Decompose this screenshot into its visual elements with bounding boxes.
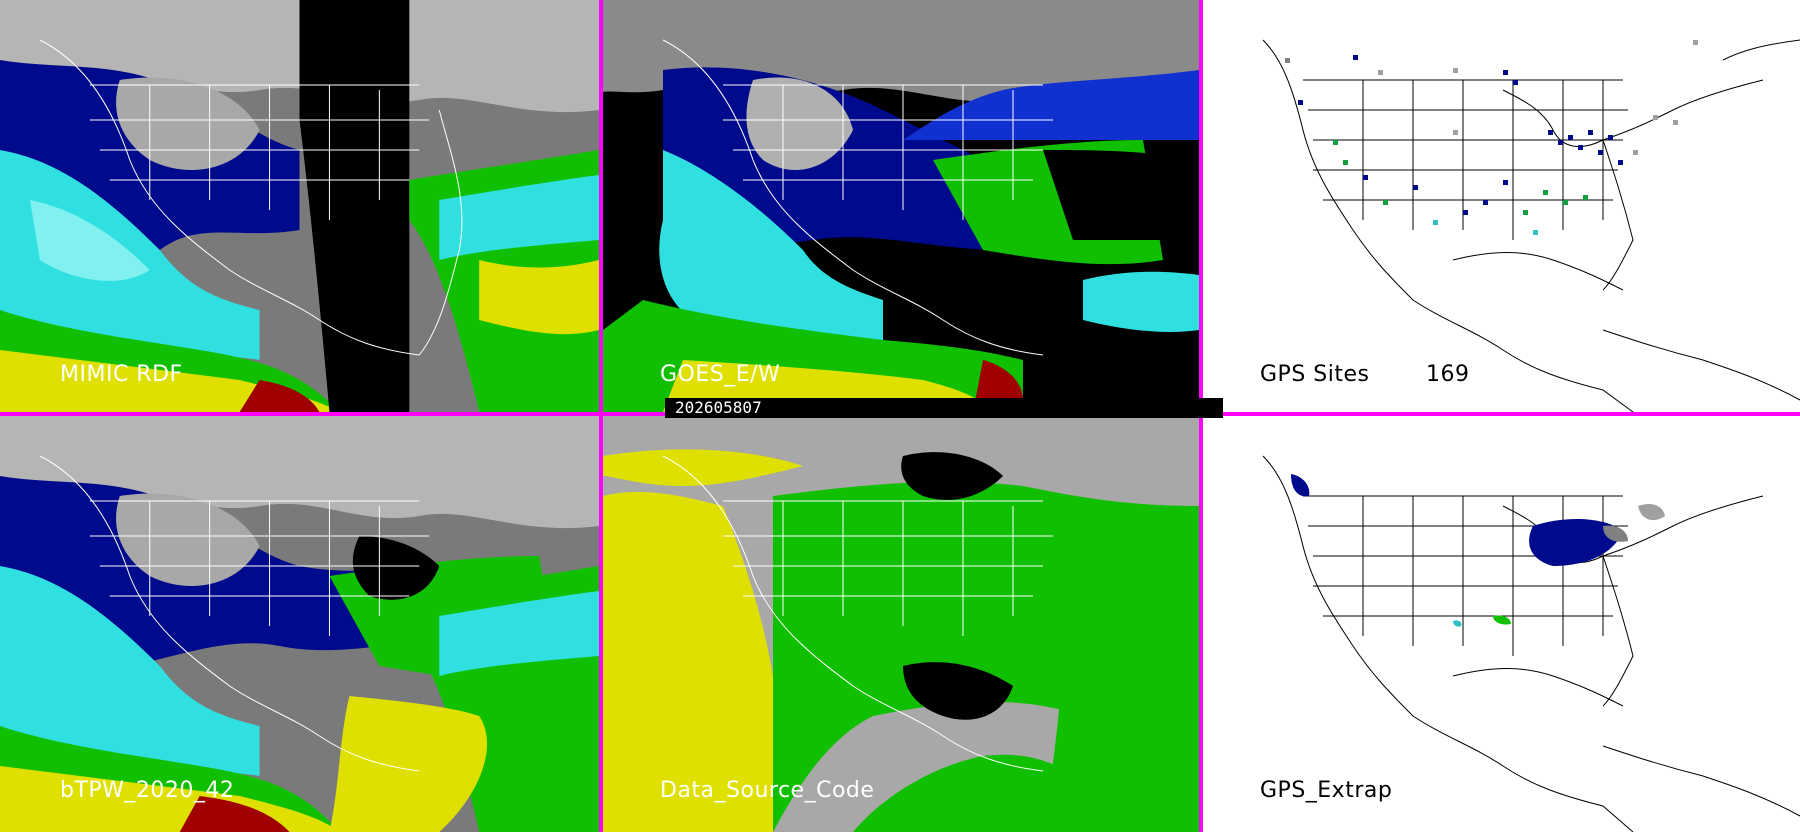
panel-label: bTPW_2020_42 [60, 778, 235, 803]
panel-gps-sites: GPS Sites 169 [1203, 0, 1800, 412]
gps-extrap-map [1203, 416, 1800, 832]
panel-btpw: bTPW_2020_42 [0, 416, 599, 832]
goes-ew-map [603, 0, 1199, 412]
gps-sites-map [1203, 0, 1800, 412]
timestamp-bar: 202605807 [665, 398, 1223, 418]
panel-label: MIMIC RDF [60, 362, 183, 387]
panel-goes-ew: GOES_E/W [603, 0, 1199, 412]
panel-label: GPS_Extrap [1260, 778, 1393, 803]
panel-gps-extrap: GPS_Extrap [1203, 416, 1800, 832]
panel-data-source-code: Data_Source_Code [603, 416, 1199, 832]
data-source-code-map [603, 416, 1199, 832]
panel-mimic-rdf: MIMIC RDF [0, 0, 599, 412]
btpw-map [0, 416, 599, 832]
mimic-rdf-map [0, 0, 599, 412]
panel-label: GPS Sites [1260, 362, 1370, 387]
panel-label: Data_Source_Code [660, 778, 875, 803]
panel-label: GOES_E/W [660, 362, 781, 387]
gps-site-count: 169 [1426, 362, 1470, 387]
